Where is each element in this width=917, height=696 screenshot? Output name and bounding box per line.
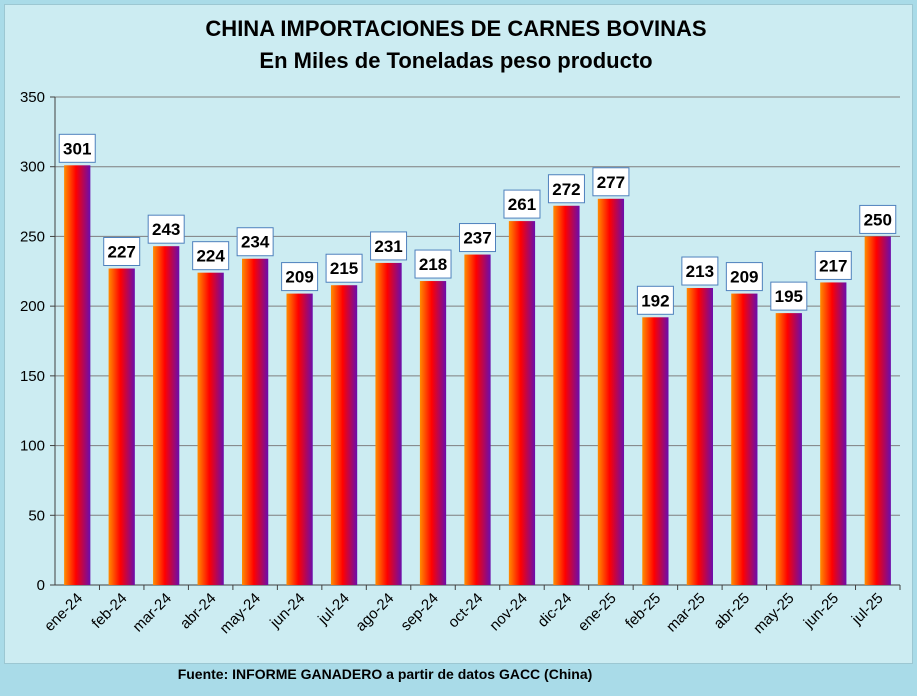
- data-label: 231: [374, 237, 402, 256]
- bar: [597, 198, 625, 586]
- bar: [64, 165, 91, 585]
- y-tick-label: 0: [37, 577, 45, 594]
- x-tick-label: jun-24: [266, 590, 308, 632]
- bar: [464, 254, 491, 585]
- data-label: 209: [730, 268, 758, 287]
- x-tick-label: ago-24: [352, 590, 397, 635]
- y-tick-label: 100: [20, 438, 45, 455]
- x-tick-label: sep-24: [397, 590, 441, 634]
- data-label-box: [325, 253, 363, 283]
- x-tick-label: jul-24: [314, 590, 353, 629]
- x-tick-label: may-24: [217, 590, 264, 637]
- x-tick-label: ene-25: [575, 590, 620, 635]
- data-label-box: [814, 250, 852, 280]
- x-tick-label: oct-24: [445, 590, 487, 632]
- bar: [375, 262, 402, 585]
- x-tick-label: feb-24: [88, 590, 130, 632]
- bar: [242, 258, 269, 585]
- bar: [864, 236, 891, 585]
- bar: [108, 268, 135, 585]
- bar: [419, 281, 447, 585]
- data-label: 192: [641, 291, 669, 310]
- bar: [820, 282, 847, 585]
- data-label: 215: [330, 259, 358, 278]
- data-label: 250: [864, 210, 892, 229]
- chart-frame: CHINA IMPORTACIONES DE CARNES BOVINAS En…: [4, 4, 913, 664]
- x-tick-label: mar-24: [129, 590, 175, 636]
- y-tick-label: 300: [20, 159, 45, 176]
- source-note: Fuente: INFORME GANADERO a partir de dat…: [177, 666, 593, 682]
- data-label-box: [370, 231, 408, 261]
- data-label-box: [236, 227, 274, 257]
- data-label-box: [681, 256, 719, 286]
- data-label-box: [503, 189, 541, 219]
- data-label: 195: [775, 287, 803, 306]
- data-label: 217: [819, 256, 847, 275]
- x-tick-label: ene-24: [41, 590, 86, 635]
- data-label-box: [103, 236, 141, 266]
- data-label-box: [58, 133, 96, 163]
- data-label-box: [414, 249, 452, 279]
- bar: [731, 293, 758, 585]
- bar: [330, 285, 358, 585]
- x-tick-label: jun-25: [800, 590, 842, 632]
- bar: [153, 246, 180, 585]
- data-label-box: [725, 262, 763, 292]
- data-label: 218: [419, 255, 447, 274]
- bar: [286, 293, 313, 585]
- y-tick-label: 150: [20, 368, 45, 385]
- data-label-box: [459, 223, 496, 253]
- x-tick-label: dic-24: [534, 590, 575, 631]
- chart-title: CHINA IMPORTACIONES DE CARNES BOVINAS: [205, 16, 706, 41]
- data-label: 272: [552, 180, 580, 199]
- data-label: 301: [63, 139, 91, 158]
- data-label: 213: [686, 262, 714, 281]
- data-label-box: [147, 214, 185, 244]
- y-tick-label: 50: [28, 507, 45, 524]
- data-label-box: [770, 281, 808, 311]
- chart-subtitle: En Miles de Toneladas peso producto: [259, 48, 652, 73]
- data-label-box: [592, 167, 630, 197]
- data-label: 224: [196, 247, 225, 266]
- x-tick-label: abr-25: [710, 590, 753, 633]
- data-label-box: [281, 262, 319, 292]
- bar-chart: CHINA IMPORTACIONES DE CARNES BOVINAS En…: [20, 16, 901, 637]
- data-label: 234: [241, 233, 270, 252]
- x-tick-label: feb-25: [622, 590, 664, 632]
- bar: [775, 313, 802, 585]
- data-label: 237: [463, 229, 491, 248]
- bar: [553, 205, 580, 586]
- data-label: 243: [152, 220, 180, 239]
- data-label: 277: [597, 173, 625, 192]
- x-tick-label: abr-24: [177, 590, 220, 633]
- bar: [642, 317, 669, 585]
- data-label-box: [636, 285, 674, 315]
- y-tick-label: 350: [20, 89, 45, 106]
- data-label-box: [859, 204, 897, 234]
- data-label: 261: [508, 195, 536, 214]
- x-tick-label: nov-24: [486, 590, 530, 634]
- y-tick-label: 200: [20, 298, 45, 315]
- x-tick-label: may-25: [750, 590, 797, 637]
- bar: [197, 272, 224, 585]
- data-labels: 301 227 243 224 234 209 215 231 218 237 261 272 277 1…: [58, 133, 897, 315]
- bar: [686, 288, 713, 585]
- data-label: 227: [108, 242, 136, 261]
- x-tick-label: mar-25: [663, 590, 709, 636]
- data-label-box: [547, 174, 585, 204]
- bar: [508, 221, 536, 585]
- data-label: 209: [285, 268, 313, 287]
- data-label-box: [192, 241, 230, 271]
- bars: [64, 165, 891, 586]
- y-tick-label: 250: [20, 228, 45, 245]
- x-tick-label: jul-25: [848, 590, 887, 629]
